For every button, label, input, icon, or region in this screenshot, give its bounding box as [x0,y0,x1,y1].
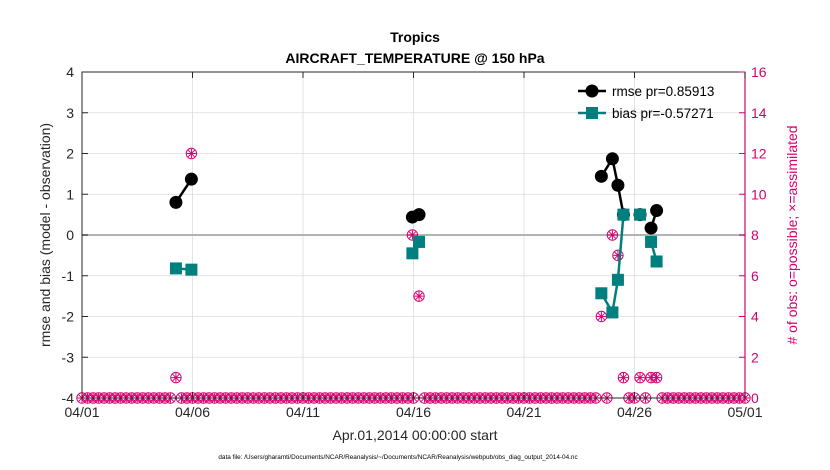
x-axis: 04/01 04/06 04/11 04/16 04/21 04/26 05/01 [64,72,763,420]
bias-point [413,235,426,248]
obs-possible-marker [650,371,663,384]
obs-assimilated-marker [186,148,196,159]
obs-assimilated-marker [618,373,629,383]
obs-possible-marker [612,249,624,262]
obs-possible-marker [170,371,182,384]
y-tick-label: 4 [66,64,74,80]
y-tick-label: 0 [66,227,74,243]
obs-possible-marker [634,371,646,384]
y2-tick-label: 12 [751,146,767,162]
obs-assimilated-marker [414,291,424,301]
rmse-point [184,172,198,186]
y-tick-label: 1 [66,186,74,202]
rmse-point [644,221,658,235]
y-tick-label: -3 [62,349,75,365]
series-bias [169,208,663,319]
y2-axis-label: # of obs: o=possible; ×=assimilated [784,125,800,344]
legend-bias-label: bias pr=-0.57271 [612,106,714,121]
legend-bias-marker [586,107,598,119]
legend-rmse-label: rmse pr=0.85913 [612,84,714,99]
rmse-point [605,152,619,166]
x-axis-label: Apr.01,2014 00:00:00 start [332,427,497,443]
bias-point [650,255,663,268]
x-tick-label: 04/16 [396,404,431,420]
obs-possible-marker [406,229,419,241]
x-tick-label: 04/11 [286,404,320,420]
obs-assimilated-marker [635,373,645,383]
y-axis-label: rmse and bias (model - observation) [37,123,53,347]
x-tick-label: 05/01 [727,404,762,420]
series-line [600,214,625,317]
y2-tick-label: 0 [751,390,759,406]
obs-assimilated-marker [613,250,623,260]
obs-assimilated-marker [652,373,662,383]
y-axis-left: -4 -3 -2 -1 0 1 2 3 4 [62,64,88,406]
x-tick-label: 04/01 [64,404,99,420]
obs-assimilated-marker [407,230,417,240]
series-line [600,155,625,215]
y-tick-label: -2 [62,309,75,325]
y2-tick-label: 10 [751,186,767,202]
obs-assimilated-marker [596,311,606,322]
obs-possible-marker [606,229,619,241]
obs-assimilated-marker [607,230,617,240]
series-layer [169,152,664,319]
obs-assimilated-marker [171,373,181,383]
y2-tick-label: 4 [751,309,759,325]
rmse-point [412,208,426,222]
y-tick-label: -4 [62,390,75,406]
y2-tick-label: 8 [751,227,759,243]
y2-tick-label: 16 [751,64,767,80]
obs-possible-marker [413,290,425,302]
obs-possible-marker [617,371,630,384]
bias-point [611,273,624,286]
bias-point [406,247,419,260]
y2-tick-label: 14 [751,105,767,121]
bias-point [606,306,619,319]
legend: rmse pr=0.85913 bias pr=-0.57271 [578,84,714,121]
bias-point [617,208,630,221]
x-tick-label: 04/21 [506,404,541,420]
y2-tick-label: 2 [751,349,759,365]
y-tick-label: 3 [66,105,74,121]
rmse-point [611,178,625,192]
y-axis-right: 0 2 4 6 8 10 12 14 16 [739,64,767,406]
data-file-footnote: data file: /Users/gharamti/Documents/NCA… [218,454,578,461]
x-tick-label: 04/26 [617,404,652,420]
bias-point [645,235,658,248]
y-tick-label: -1 [62,268,75,284]
y2-tick-label: 6 [751,268,759,284]
legend-rmse-marker [585,84,599,98]
bias-point [595,287,608,300]
rmse-point [650,204,664,218]
chart-title: Tropics [390,29,440,45]
bias-point [634,208,647,221]
rmse-point [594,169,608,183]
chart-subtitle: AIRCRAFT_TEMPERATURE @ 150 hPa [285,50,544,66]
obs-possible-marker [185,147,198,160]
bias-point [185,263,198,276]
bias-point [169,262,182,275]
y-tick-label: 2 [66,146,74,162]
rmse-point [169,195,183,209]
x-tick-label: 04/06 [175,404,210,420]
